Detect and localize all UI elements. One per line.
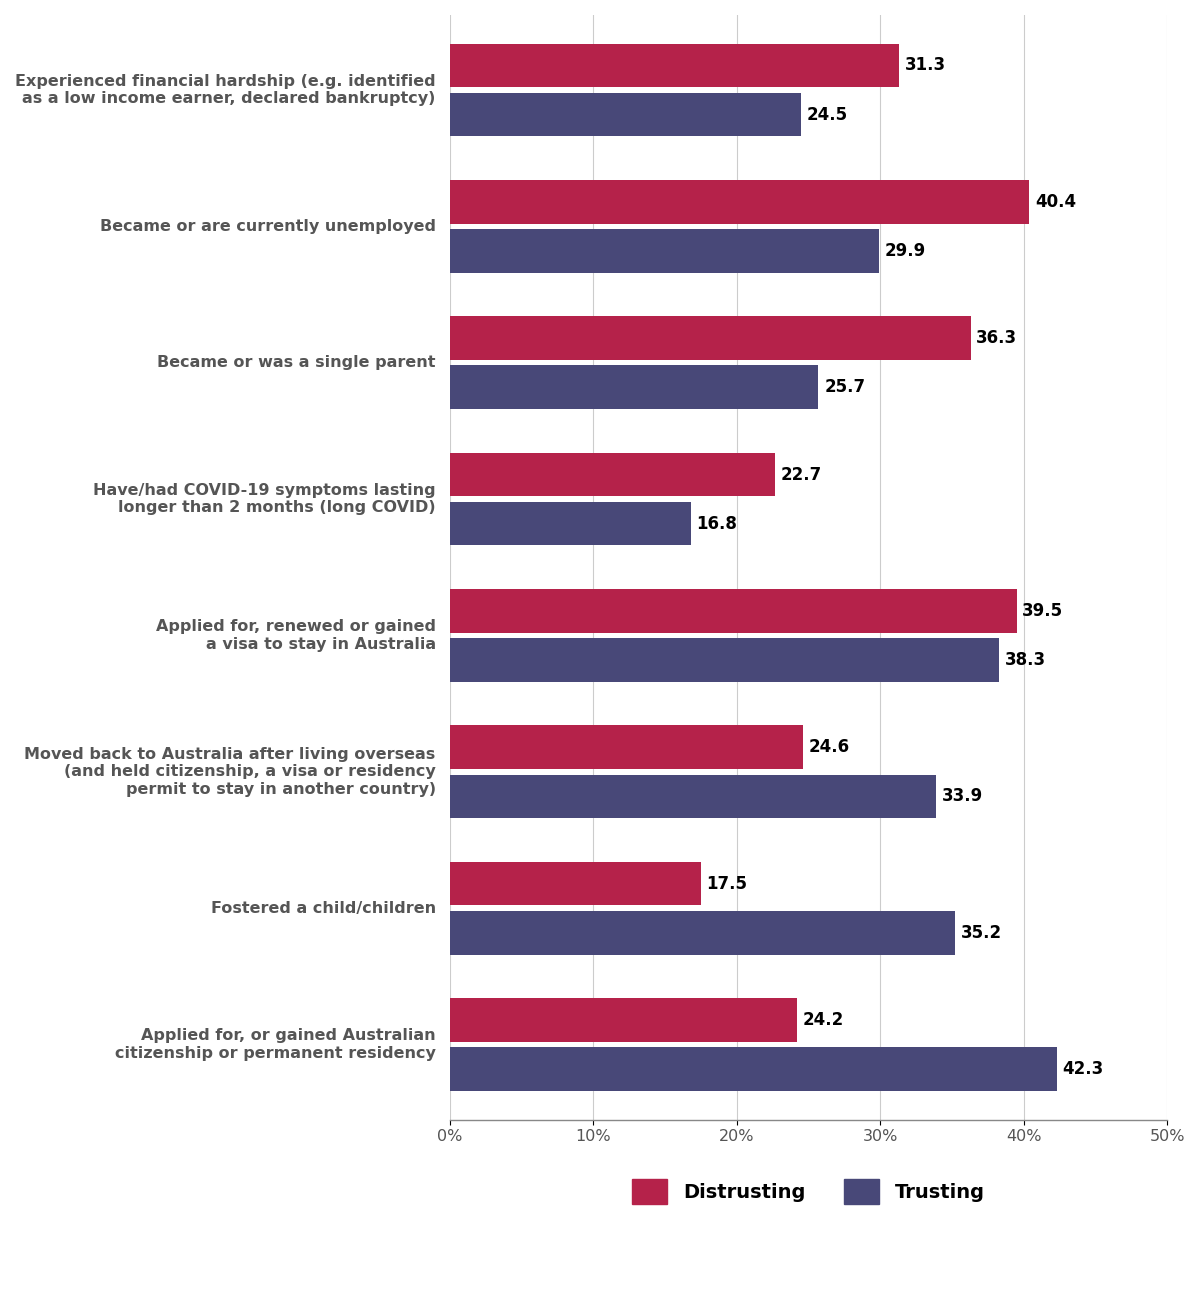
- Bar: [450, 589, 1016, 632]
- Bar: [450, 639, 1000, 682]
- Bar: [450, 316, 971, 360]
- Bar: [450, 861, 701, 905]
- Bar: [450, 453, 775, 497]
- Bar: [450, 366, 818, 409]
- Bar: [450, 911, 955, 955]
- Bar: [450, 180, 1030, 224]
- Bar: [450, 44, 899, 87]
- Bar: [450, 998, 797, 1042]
- Text: 36.3: 36.3: [977, 329, 1018, 347]
- Text: 16.8: 16.8: [696, 515, 737, 532]
- Bar: [450, 92, 802, 137]
- Text: 17.5: 17.5: [707, 874, 748, 892]
- Bar: [450, 229, 878, 273]
- Text: 33.9: 33.9: [942, 787, 983, 805]
- Text: 29.9: 29.9: [884, 242, 925, 260]
- Text: 22.7: 22.7: [781, 466, 822, 484]
- Text: 40.4: 40.4: [1036, 193, 1076, 211]
- Text: 38.3: 38.3: [1006, 650, 1046, 669]
- Text: 39.5: 39.5: [1022, 602, 1063, 619]
- Text: 25.7: 25.7: [824, 379, 865, 397]
- Text: 24.6: 24.6: [809, 738, 850, 756]
- Bar: [450, 1047, 1057, 1090]
- Text: 42.3: 42.3: [1062, 1060, 1104, 1079]
- Bar: [450, 502, 691, 545]
- Text: 35.2: 35.2: [960, 924, 1002, 942]
- Text: 31.3: 31.3: [905, 56, 946, 74]
- Legend: Distrusting, Trusting: Distrusting, Trusting: [632, 1179, 984, 1203]
- Text: 24.2: 24.2: [803, 1011, 844, 1029]
- Bar: [450, 726, 803, 769]
- Bar: [450, 774, 936, 818]
- Text: 24.5: 24.5: [806, 105, 848, 124]
